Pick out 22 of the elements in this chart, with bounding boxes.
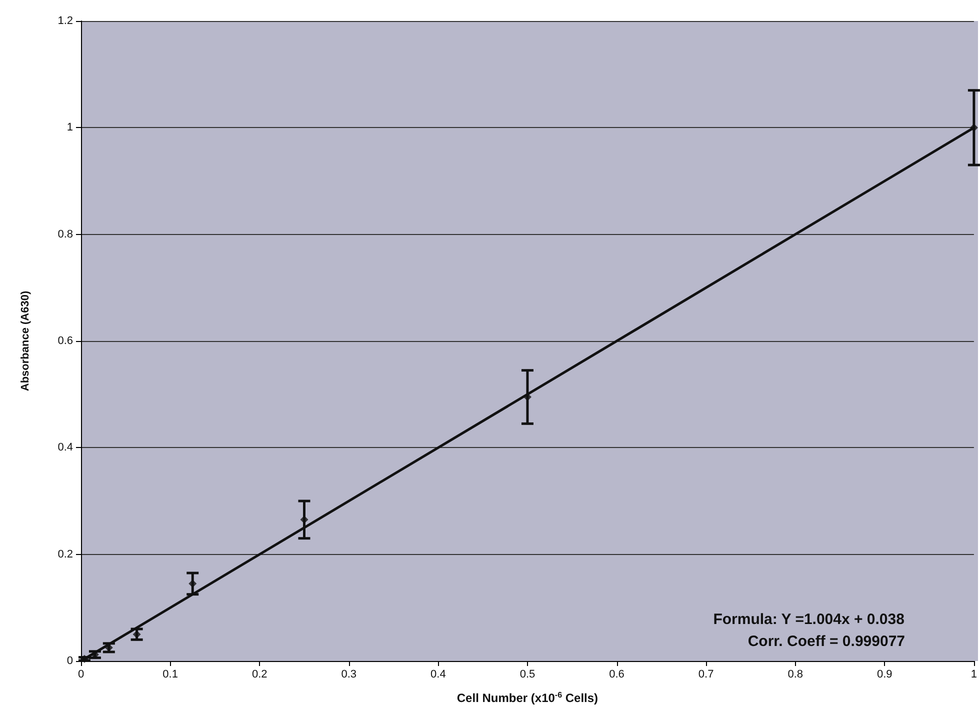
x-tick-label: 0.6 — [609, 668, 624, 680]
x-tick-label: 0.2 — [252, 668, 268, 680]
y-tick-label: 1.2 — [58, 15, 73, 27]
x-tick-label: 0.9 — [877, 668, 892, 680]
x-tick-label: 0.4 — [430, 668, 446, 680]
x-tick-label: 0.7 — [698, 668, 714, 680]
y-tick-label: 0.6 — [58, 335, 73, 347]
y-tick-label: 0 — [66, 655, 73, 667]
y-tick-label: 0.4 — [58, 442, 73, 454]
y-axis-title: Absorbance (A630) — [20, 290, 32, 392]
annotation: Formula: Y =1.004x + 0.038 — [713, 611, 904, 628]
x-tick-label: 0.1 — [162, 668, 178, 680]
y-tick-label: 1 — [66, 122, 73, 134]
point — [188, 580, 197, 588]
annotation: Corr. Coeff = 0.999077 — [748, 633, 906, 650]
x-tick-label: 1 — [970, 668, 978, 680]
x-tick-label: 0.3 — [341, 668, 357, 680]
x-tick-label: 0.5 — [520, 668, 536, 680]
y-tick-label: 0.8 — [58, 228, 73, 240]
x-tick-label: 0 — [78, 668, 84, 680]
y-tick-label: 0.2 — [58, 548, 73, 560]
x-tick-label: 0.8 — [788, 668, 803, 680]
